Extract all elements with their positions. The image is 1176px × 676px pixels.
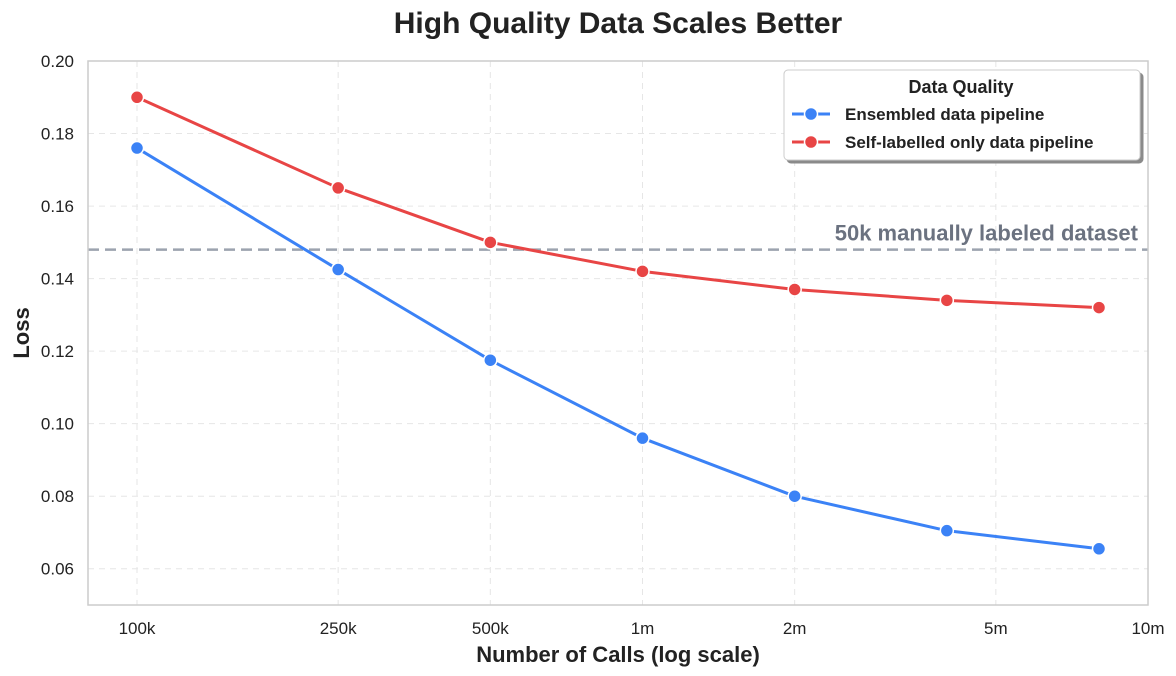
x-tick-label: 5m: [984, 619, 1008, 638]
data-point: [129, 90, 145, 105]
legend-marker: [803, 134, 819, 150]
chart-title: High Quality Data Scales Better: [394, 7, 843, 40]
y-ticks: 0.06 0.08 0.10 0.12 0.14 0.16 0.18 0.20: [41, 52, 74, 579]
y-axis-label: Loss: [9, 307, 34, 358]
legend: Data Quality Ensembled data pipeline Self…: [783, 69, 1141, 161]
plot-frame: [87, 60, 1149, 606]
data-point: [483, 235, 498, 250]
y-tick-label: 0.12: [41, 342, 74, 361]
data-point: [635, 430, 650, 446]
data-point: [129, 140, 145, 156]
x-ticks: 100k 250k 500k 1m 2m 5m 10m: [119, 619, 1165, 638]
data-point: [939, 293, 955, 308]
reference-line-group: 50k manually labeled dataset: [88, 221, 1148, 251]
x-tick-label: 2m: [783, 619, 807, 638]
y-tick-label: 0.14: [41, 270, 74, 289]
x-tick-label: 1m: [631, 619, 655, 638]
y-tick-label: 0.20: [41, 52, 74, 71]
data-point: [635, 264, 650, 279]
series-line: [135, 146, 1101, 551]
data-point: [1091, 300, 1107, 315]
legend-entry-label: Ensembled data pipeline: [845, 105, 1044, 124]
data-point: [330, 180, 346, 196]
y-tick-label: 0.16: [41, 197, 74, 216]
legend-title: Data Quality: [908, 77, 1013, 97]
series-group: [129, 90, 1107, 557]
legend-box: [783, 69, 1141, 161]
x-axis-label: Number of Calls (log scale): [476, 642, 760, 667]
x-tick-label: 100k: [119, 619, 156, 638]
data-point: [939, 523, 955, 538]
data-point: [787, 282, 802, 297]
x-tick-label: 500k: [472, 619, 509, 638]
y-tick-label: 0.06: [41, 560, 74, 579]
x-tick-label: 10m: [1131, 619, 1164, 638]
data-point: [787, 488, 802, 504]
x-tick-label: 250k: [320, 619, 357, 638]
y-tick-label: 0.10: [41, 415, 74, 434]
legend-entry-label: Self-labelled only data pipeline: [845, 133, 1093, 152]
y-tick-label: 0.18: [41, 125, 74, 144]
data-point: [330, 262, 346, 277]
data-point: [1091, 541, 1107, 557]
data-point: [483, 352, 498, 368]
legend-marker: [803, 106, 819, 122]
reference-line-label: 50k manually labeled dataset: [835, 221, 1139, 246]
y-tick-label: 0.08: [41, 487, 74, 506]
